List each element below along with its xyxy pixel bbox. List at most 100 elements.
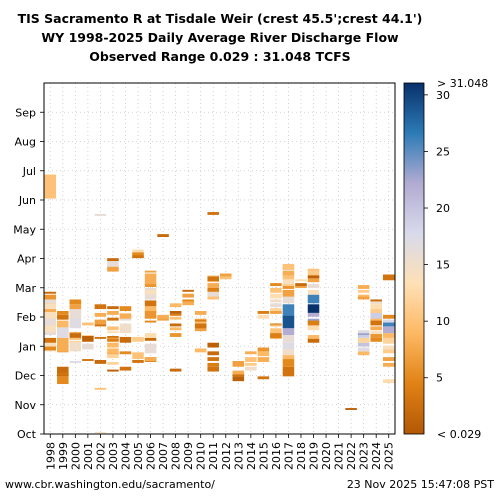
y-tick-label: Jan	[18, 340, 36, 353]
flow-cell	[57, 376, 69, 385]
flow-cell	[282, 328, 295, 336]
flow-cell	[144, 284, 157, 287]
colorbar-under-label: < 0.029	[437, 428, 481, 441]
flow-cell	[169, 368, 182, 372]
title-line-3: Observed Range 0.029 : 31.048 TCFS	[89, 49, 351, 64]
flow-cell	[207, 342, 219, 348]
flow-cell	[157, 234, 169, 238]
flow-cell	[207, 366, 219, 372]
flow-cell	[307, 335, 320, 340]
flow-cell	[382, 349, 395, 354]
flow-cell	[307, 275, 320, 279]
flow-cell	[57, 372, 69, 376]
flow-cell	[57, 320, 69, 329]
flow-cell	[382, 362, 395, 367]
flow-cell	[107, 311, 119, 315]
flow-cell	[144, 337, 157, 341]
flow-cell	[307, 294, 320, 304]
flow-cell	[370, 316, 382, 323]
flow-cell	[57, 366, 69, 377]
flow-cell	[370, 331, 382, 336]
flow-cell	[169, 313, 182, 316]
chart-title: TIS Sacramento R at Tisdale Weir (crest …	[0, 9, 440, 66]
flow-cell	[295, 285, 307, 288]
title-line-1: TIS Sacramento R at Tisdale Weir (crest …	[17, 11, 423, 26]
flow-cell	[144, 300, 157, 307]
flow-cell	[182, 299, 194, 303]
flow-cell	[132, 352, 144, 360]
flow-cell	[370, 334, 382, 338]
flow-cell	[257, 314, 270, 319]
flow-cell	[119, 317, 132, 321]
flow-cell	[132, 336, 144, 342]
flow-cell	[232, 376, 245, 382]
flow-cell	[295, 279, 307, 282]
x-tick-label: 2001	[82, 442, 95, 470]
flow-cell	[107, 331, 119, 334]
flow-cell	[207, 291, 219, 298]
flow-cell	[94, 312, 107, 317]
flow-cell	[357, 289, 370, 293]
colorbar-tick-label: 10	[436, 315, 450, 328]
flow-cell	[107, 369, 119, 372]
flow-cell	[194, 326, 207, 332]
flow-cell	[94, 304, 107, 310]
flow-cell	[382, 345, 395, 350]
flow-cell	[169, 333, 182, 337]
flow-cell	[194, 323, 207, 329]
footer-timestamp: 23 Nov 2025 15:47:08 PST	[346, 478, 494, 491]
x-tick-label: 1998	[44, 442, 57, 470]
flow-cell	[370, 320, 382, 326]
flow-cell	[44, 346, 57, 351]
x-tick-label: 1999	[57, 442, 70, 470]
flow-cell	[220, 275, 232, 280]
flow-cell	[307, 278, 320, 283]
flow-cell	[270, 324, 282, 327]
x-tick-label: 2010	[195, 442, 208, 470]
flow-cell	[270, 328, 282, 334]
flow-cell	[82, 343, 94, 350]
flow-cell	[57, 314, 69, 320]
flow-cell	[182, 301, 194, 306]
flow-cell	[257, 351, 270, 357]
flow-cell	[94, 432, 107, 434]
flow-cell	[370, 312, 382, 319]
flow-cell	[382, 326, 395, 334]
flow-cell	[107, 335, 119, 338]
flow-cell	[382, 322, 395, 327]
flow-cell	[119, 313, 132, 319]
flow-cell	[295, 283, 307, 287]
flow-cell	[144, 306, 157, 313]
flow-cell	[207, 276, 219, 282]
flow-cell	[357, 333, 370, 336]
flow-cell	[94, 336, 107, 339]
flow-cell	[132, 249, 144, 254]
x-axis: 1998 1999 2000 2001 2002 2003 2004 2005 2006 2007…	[44, 434, 396, 470]
flow-cell	[357, 351, 370, 356]
x-tick-label: 2014	[245, 442, 258, 470]
flow-cell	[220, 273, 232, 277]
flow-cell	[270, 311, 282, 314]
flow-cell	[382, 314, 395, 319]
flow-cell	[245, 366, 257, 371]
flow-cell	[282, 349, 295, 358]
flow-cell	[357, 342, 370, 347]
flow-cell	[345, 408, 357, 410]
flow-cell	[57, 337, 69, 352]
flow-cell	[357, 335, 370, 338]
flow-cell	[245, 357, 257, 362]
x-tick-label: 2013	[232, 442, 245, 470]
flow-cell	[370, 299, 382, 305]
title-line-2: WY 1998-2025 Daily Average River Dischar…	[41, 30, 399, 45]
footer-url[interactable]: www.cbr.washington.edu/sacramento/	[5, 478, 215, 491]
colorbar-ticks: 5 10 15 20 25 30	[424, 89, 450, 385]
flow-cell	[119, 366, 132, 371]
flow-cell	[245, 351, 257, 355]
flow-cell	[357, 347, 370, 352]
flow-cell	[169, 323, 182, 327]
flow-cell	[82, 322, 94, 326]
flow-cell	[44, 299, 57, 304]
flow-cell	[207, 362, 219, 367]
flow-cell	[194, 348, 207, 353]
